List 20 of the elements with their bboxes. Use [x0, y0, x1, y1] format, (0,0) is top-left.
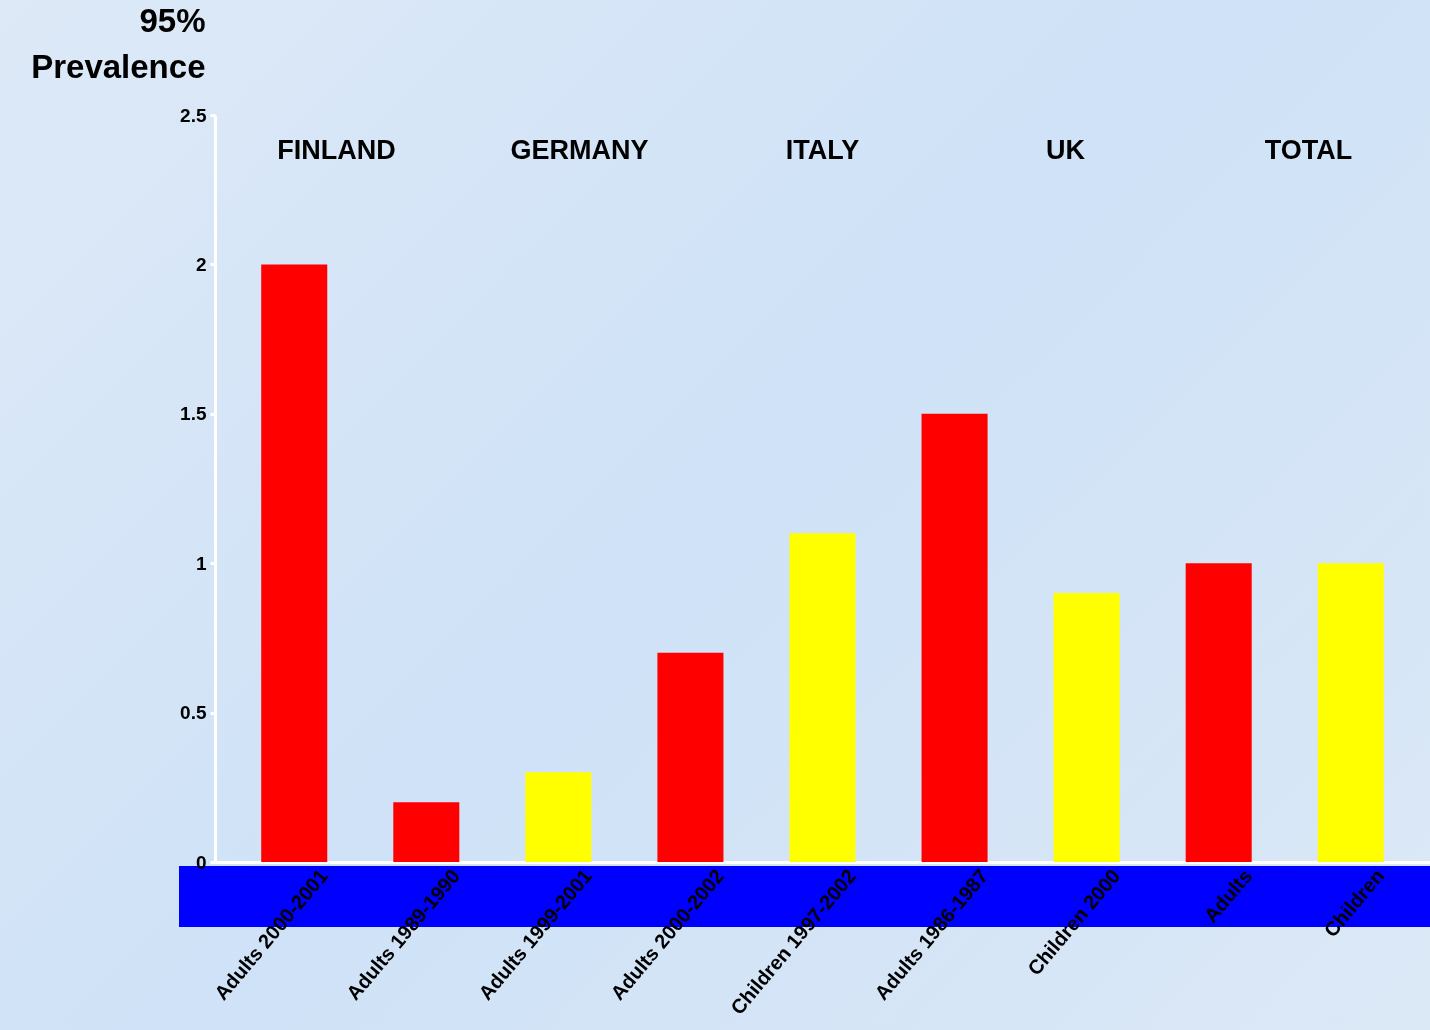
- annotation: ITALY: [785, 135, 860, 165]
- annotation: GERMANY: [510, 135, 649, 165]
- bar: [921, 413, 988, 862]
- bar: [393, 802, 460, 862]
- bar: [657, 652, 724, 862]
- y-tick-label: 1: [195, 552, 207, 574]
- y-tick-label: 2: [195, 253, 207, 275]
- y-tick-label: 1.5: [180, 403, 207, 425]
- bar: [261, 264, 328, 862]
- y-axis-title: 95% Prevalence: [31, 1, 206, 85]
- bar: [1053, 593, 1120, 862]
- annotation: TOTAL: [1264, 135, 1353, 165]
- annotation: FINLAND: [277, 135, 396, 165]
- bar: [1185, 563, 1252, 862]
- bar: [525, 772, 592, 862]
- bar: [1317, 563, 1384, 862]
- bar: [789, 533, 856, 862]
- annotation: UK: [1046, 135, 1086, 165]
- y-tick-label: 0.5: [180, 702, 207, 724]
- y-tick-label: 2.5: [180, 104, 207, 126]
